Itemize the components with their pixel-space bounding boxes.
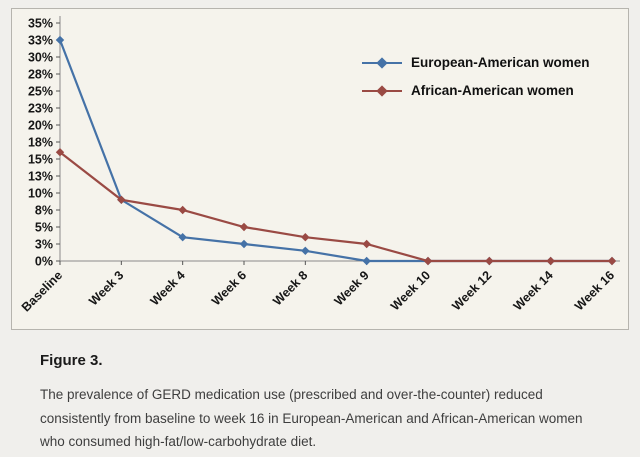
y-tick-label: 35% — [28, 17, 53, 31]
data-point-marker — [178, 232, 187, 242]
legend-marker-icon — [362, 56, 402, 69]
y-tick-label: 8% — [35, 204, 53, 218]
data-point-marker — [55, 147, 65, 157]
y-tick-label: 30% — [28, 51, 53, 65]
y-tick-label: 25% — [28, 85, 53, 99]
data-point-marker — [607, 256, 617, 266]
caption-block: Figure 3. The prevalence of GERD medicat… — [40, 352, 600, 454]
x-tick-label: Week 8 — [270, 268, 310, 308]
y-tick-label: 15% — [28, 153, 53, 167]
legend-item-african-american: African-American women — [362, 83, 590, 98]
chart-legend: European-American women African-American… — [362, 55, 590, 98]
data-point-marker — [117, 195, 126, 205]
data-point-marker — [239, 239, 249, 249]
data-point-marker — [362, 256, 371, 266]
y-tick-label: 10% — [28, 187, 53, 201]
y-tick-label: 5% — [35, 221, 53, 235]
x-axis: Baseline Week 3 Week 4 Week 6 Week 8 Week 9 We… — [19, 261, 617, 314]
legend-marker-icon — [362, 84, 402, 97]
legend-diamond-icon — [376, 56, 388, 69]
legend-label-european-american: European-American women — [411, 55, 590, 70]
legend-item-european-american: European-American women — [362, 55, 590, 70]
x-tick-label: Week 6 — [209, 268, 249, 308]
line-chart: 0% 3% 5% 8% 10% 13% 15% 18% 20% 23% 25% 28% 30% 33% 35… — [19, 16, 620, 314]
x-tick-label: Week 4 — [148, 268, 188, 308]
y-tick-label: 0% — [35, 255, 53, 269]
x-tick-label: Week 12 — [449, 268, 494, 313]
x-tick-label: Week 14 — [511, 268, 556, 313]
data-point-marker — [423, 256, 433, 266]
data-point-marker — [55, 35, 65, 45]
series-1 — [55, 147, 617, 266]
x-tick-label: Baseline — [19, 268, 65, 314]
legend-diamond-icon — [376, 84, 388, 97]
data-point-marker — [239, 222, 249, 232]
data-point-marker — [301, 232, 310, 242]
chart-panel: 0% 3% 5% 8% 10% 13% 15% 18% 20% 23% 25% 28% 30% 33% 35… — [11, 8, 629, 330]
axes — [59, 16, 620, 262]
data-point-marker — [485, 256, 494, 266]
data-point-marker — [178, 205, 187, 215]
y-tick-label: 18% — [28, 136, 53, 150]
legend-label-african-american: African-American women — [411, 83, 574, 98]
y-tick-label: 3% — [35, 238, 53, 252]
figure-caption: The prevalence of GERD medication use (p… — [40, 387, 583, 450]
data-point-marker — [546, 256, 555, 266]
x-tick-label: Week 16 — [572, 268, 617, 313]
figure-label: Figure 3. — [40, 352, 103, 369]
data-point-marker — [362, 239, 371, 249]
x-tick-label: Week 3 — [86, 268, 126, 308]
y-axis: 0% 3% 5% 8% 10% 13% 15% 18% 20% 23% 25% 28% 30% 33% 35… — [28, 17, 60, 269]
x-tick-label: Week 10 — [388, 268, 433, 313]
y-tick-label: 33% — [28, 34, 53, 48]
y-tick-label: 13% — [28, 170, 53, 184]
data-point-marker — [301, 246, 310, 256]
y-tick-label: 28% — [28, 68, 53, 82]
y-tick-label: 20% — [28, 119, 53, 133]
x-tick-label: Week 9 — [332, 268, 372, 308]
y-tick-label: 23% — [28, 102, 53, 116]
